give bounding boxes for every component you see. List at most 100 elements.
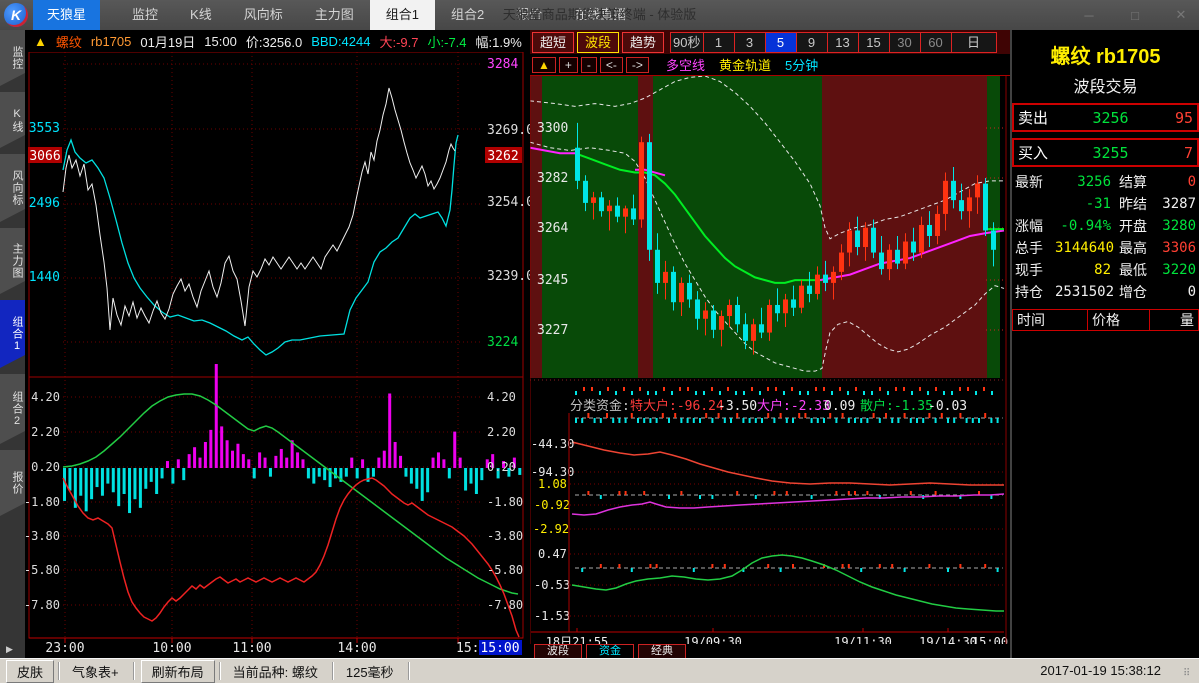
tick-mark bbox=[860, 568, 863, 572]
tick-mark bbox=[661, 413, 664, 418]
candle-body bbox=[879, 252, 884, 270]
timeframe-button-3[interactable]: 3 bbox=[735, 32, 766, 52]
time-label: 19/09:30 bbox=[684, 635, 742, 644]
maximize-button[interactable]: □ bbox=[1131, 7, 1139, 23]
tick-col-量[interactable]: 量 bbox=[1150, 309, 1199, 331]
mode-button-超短[interactable]: 超短 bbox=[532, 31, 575, 53]
tool-button[interactable]: + bbox=[558, 56, 578, 73]
tick-mark bbox=[839, 387, 841, 391]
app-menu-button[interactable]: 天狼星 bbox=[33, 0, 101, 30]
sidebar-item-组合2[interactable]: 组合2 bbox=[0, 374, 25, 444]
bar bbox=[247, 459, 251, 468]
tick-mark bbox=[804, 413, 807, 418]
tick-mark bbox=[791, 387, 793, 391]
separator bbox=[218, 662, 221, 680]
tick-mark bbox=[928, 564, 931, 568]
chart-tab-经典[interactable]: 经典 bbox=[638, 644, 686, 659]
sidebar-item-组合1[interactable]: 组合1 bbox=[0, 300, 25, 368]
fund-retail2: -0.03 bbox=[928, 399, 967, 414]
bar bbox=[144, 468, 148, 489]
mode-button-趋势[interactable]: 趋势 bbox=[622, 31, 665, 53]
status-button-皮肤[interactable]: 皮肤 bbox=[6, 659, 55, 683]
ask-row[interactable]: 卖出 3256 95 bbox=[1012, 103, 1199, 132]
tool-button[interactable]: - bbox=[580, 56, 597, 73]
tick-mark bbox=[855, 387, 857, 391]
tool-button[interactable]: <- bbox=[599, 56, 623, 73]
resize-grip[interactable]: ⠿ bbox=[1183, 668, 1192, 679]
candle-body bbox=[807, 285, 812, 294]
tick-mark bbox=[668, 418, 670, 423]
minimize-button[interactable]: ─ bbox=[1084, 7, 1094, 23]
tick-mark bbox=[984, 564, 987, 568]
tick-mark bbox=[599, 391, 601, 395]
timeframe-button-60[interactable]: 60 bbox=[921, 32, 952, 52]
menu-item-监控[interactable]: 监控 bbox=[132, 7, 159, 22]
candle-chart[interactable]: 3300 3282 3264 3245 3227 分类资金: 特大户:-96.24-3.50… bbox=[530, 76, 1010, 644]
timeframe-button-5[interactable]: 5 bbox=[765, 32, 797, 52]
tick-mark bbox=[779, 413, 782, 418]
left-tab-strip: 监控 K线风向标主力图组合1 组合2 报价 ▶ bbox=[0, 30, 25, 658]
timeframe-button-1[interactable]: 1 bbox=[704, 32, 735, 52]
bar bbox=[258, 452, 262, 468]
bar bbox=[149, 468, 153, 482]
tick-mark bbox=[649, 418, 652, 423]
tool-button[interactable]: ▲ bbox=[532, 56, 556, 73]
menu-item-组合1[interactable]: 组合1 bbox=[369, 0, 435, 30]
sidebar-item-K线[interactable]: K线 bbox=[0, 92, 25, 148]
menu-item-K线[interactable]: K线 bbox=[190, 7, 212, 22]
tick-mark bbox=[885, 413, 887, 418]
field-value: 3256 bbox=[1077, 174, 1111, 190]
field-label: 开盘 bbox=[1119, 218, 1147, 234]
menu-item-在线直播[interactable]: 在线直播 bbox=[574, 7, 627, 22]
chart-tab-资金[interactable]: 资金 bbox=[586, 644, 634, 659]
mode-button-波段[interactable]: 波段 bbox=[577, 31, 620, 53]
candle-body bbox=[847, 230, 852, 253]
candle-body bbox=[951, 180, 956, 201]
bar bbox=[371, 468, 375, 477]
tick-mark bbox=[767, 387, 769, 391]
field-value: 3306 bbox=[1162, 240, 1196, 256]
sidebar-item-监控[interactable]: 监控 bbox=[0, 30, 25, 86]
status-button-刷新布局[interactable]: 刷新布局 bbox=[140, 659, 215, 683]
fund-line-xl bbox=[571, 441, 1004, 486]
bar bbox=[117, 468, 121, 507]
tick-mark bbox=[959, 387, 961, 391]
chart-tab-波段[interactable]: 波段 bbox=[534, 644, 582, 659]
timeframe-button-30[interactable]: 30 bbox=[890, 32, 921, 52]
separator bbox=[331, 662, 334, 680]
tick-mark bbox=[742, 418, 745, 423]
timeframe-button-9[interactable]: 9 bbox=[797, 32, 828, 52]
candle-body bbox=[711, 310, 716, 330]
menu-item-主力图[interactable]: 主力图 bbox=[314, 7, 354, 22]
ma-green bbox=[574, 152, 822, 284]
tick-mark bbox=[727, 387, 729, 391]
timeframe-button-13[interactable]: 13 bbox=[828, 32, 859, 52]
tick-mark bbox=[909, 418, 912, 423]
tick-mark bbox=[649, 564, 652, 568]
timeframe-button-日[interactable]: 日 bbox=[967, 34, 981, 50]
field-value: -0.94% bbox=[1060, 218, 1111, 234]
sidebar-item-主力图[interactable]: 主力图 bbox=[0, 228, 25, 294]
tick-mark bbox=[643, 418, 646, 423]
trend-chart[interactable]: 3553 3066 2496 1440 3284 3269.0 3262 3254.0 3239… bbox=[25, 52, 530, 658]
tick-mark bbox=[799, 391, 801, 395]
axis-label: 3269.0 bbox=[487, 123, 530, 138]
tick-col-时间[interactable]: 时间 bbox=[1012, 309, 1088, 331]
tick-mark bbox=[815, 387, 817, 391]
sidebar-item-报价[interactable]: 报价 bbox=[0, 450, 25, 516]
close-button[interactable]: ✕ bbox=[1175, 7, 1187, 22]
separator bbox=[58, 662, 61, 680]
tick-mark bbox=[735, 391, 737, 395]
sidebar-item-风向标[interactable]: 风向标 bbox=[0, 154, 25, 222]
sidebar-expand-icon[interactable]: ▶ bbox=[6, 644, 13, 654]
menu-item-组合2[interactable]: 组合2 bbox=[450, 7, 485, 22]
bid-row[interactable]: 买入 3255 7 bbox=[1012, 138, 1199, 167]
tick-mark bbox=[599, 495, 602, 499]
timeframe-button-15[interactable]: 15 bbox=[859, 32, 890, 52]
menu-item-风向标[interactable]: 风向标 bbox=[243, 7, 283, 22]
tick-mark bbox=[711, 495, 714, 499]
tick-col-价格[interactable]: 价格 bbox=[1088, 309, 1150, 331]
timeframe-button-90秒[interactable]: 90秒 bbox=[671, 32, 704, 52]
menu-item-报价[interactable]: 报价 bbox=[516, 7, 543, 22]
tool-button[interactable]: -> bbox=[625, 56, 649, 73]
